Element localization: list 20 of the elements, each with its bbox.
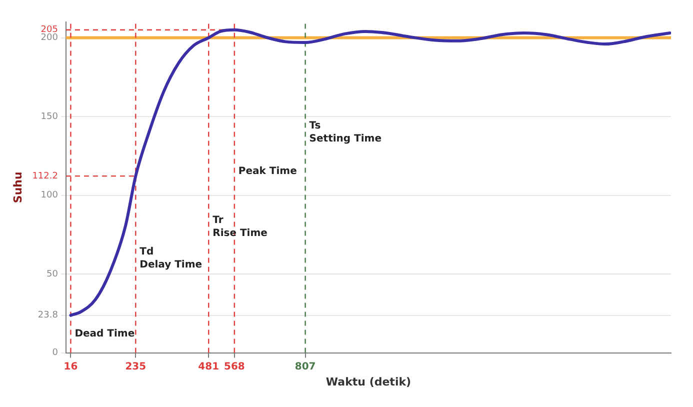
line-series: [69, 28, 671, 317]
x-tick-label: 16: [64, 361, 78, 372]
x-tick-label: 807: [294, 361, 316, 372]
y-tick-label: 150: [40, 112, 58, 122]
x-tick-label: 568: [224, 361, 245, 372]
y-tick-label: 50: [46, 269, 58, 280]
y-axis-title: Suhu: [11, 172, 24, 204]
annotation: Td Delay Time: [140, 246, 202, 270]
y-tick-label: 112.2: [32, 171, 58, 182]
x-axis-title: Waktu (detik): [326, 375, 412, 388]
y-tick-label: 100: [40, 190, 58, 201]
y-tick-label: 23.8: [38, 310, 58, 321]
x-tick-label: 481: [198, 361, 220, 372]
annotation: Tr Rise Time: [212, 214, 268, 239]
annotation: Ts Setting Time: [309, 120, 382, 144]
annotation: Peak Time: [238, 166, 298, 178]
x-tick-label: 235: [125, 361, 146, 372]
y-tick-label: 200: [40, 33, 58, 44]
annotation: Dead Time: [74, 328, 135, 340]
y-tick-label: 0: [52, 348, 58, 358]
